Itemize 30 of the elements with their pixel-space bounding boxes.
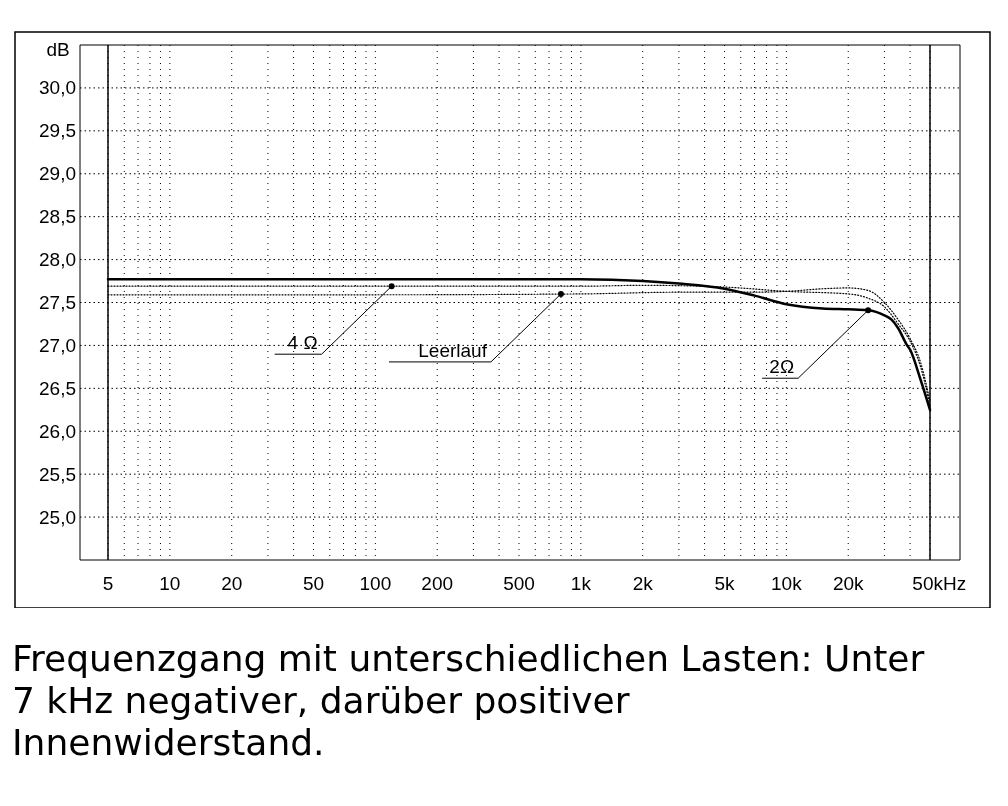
x-tick-label: 2k [632,573,654,594]
x-tick-label: 200 [421,573,454,594]
x-tick-label: 10k [771,573,803,594]
x-tick-label: 500 [503,573,535,594]
y-tick-label: 29,5 [39,120,76,142]
y-tick-label: 26,0 [39,420,76,442]
y-tick-label: 27,5 [39,292,76,313]
y-tick-label: 29,0 [39,163,76,185]
annotation: 4 Ω [287,332,318,354]
y-tick-label: 26,5 [39,377,76,399]
x-tick-label: 5 [102,573,114,594]
y-tick-label: 28,5 [39,206,76,228]
annotation: 2Ω [769,356,795,378]
y-tick-label: 25,5 [39,463,76,485]
y-tick-label: 28,0 [39,249,76,271]
x-axis-title: Hz [943,573,967,594]
x-tick-label: 20 [221,573,243,594]
x-tick-label: 50k [912,573,944,594]
x-tick-label: 10 [159,573,181,594]
y-tick-label: 27,0 [39,334,76,356]
x-tick-label: 50 [302,573,325,594]
y-tick-label: 25,0 [39,506,76,528]
x-tick-label: 100 [359,573,392,594]
y-tick-label: 30,0 [39,77,76,99]
x-tick-label: 1k [570,573,592,594]
x-tick-label: 5k [714,573,736,594]
y-axis-title: dB [46,38,70,60]
annotation: Leerlauf [418,339,488,361]
text: Frequenzgang mit unterschiedlichen Lasten: Unter 7 kHz negativer, darüber positiver Innenwiderstand. [12,638,926,764]
x-tick-label: 20k [832,573,865,594]
